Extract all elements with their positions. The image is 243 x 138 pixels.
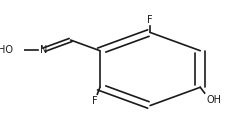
- Text: OH: OH: [207, 95, 222, 105]
- Text: F: F: [147, 15, 153, 25]
- Text: N: N: [40, 45, 48, 55]
- Text: F: F: [92, 96, 97, 106]
- Text: HO: HO: [0, 45, 14, 55]
